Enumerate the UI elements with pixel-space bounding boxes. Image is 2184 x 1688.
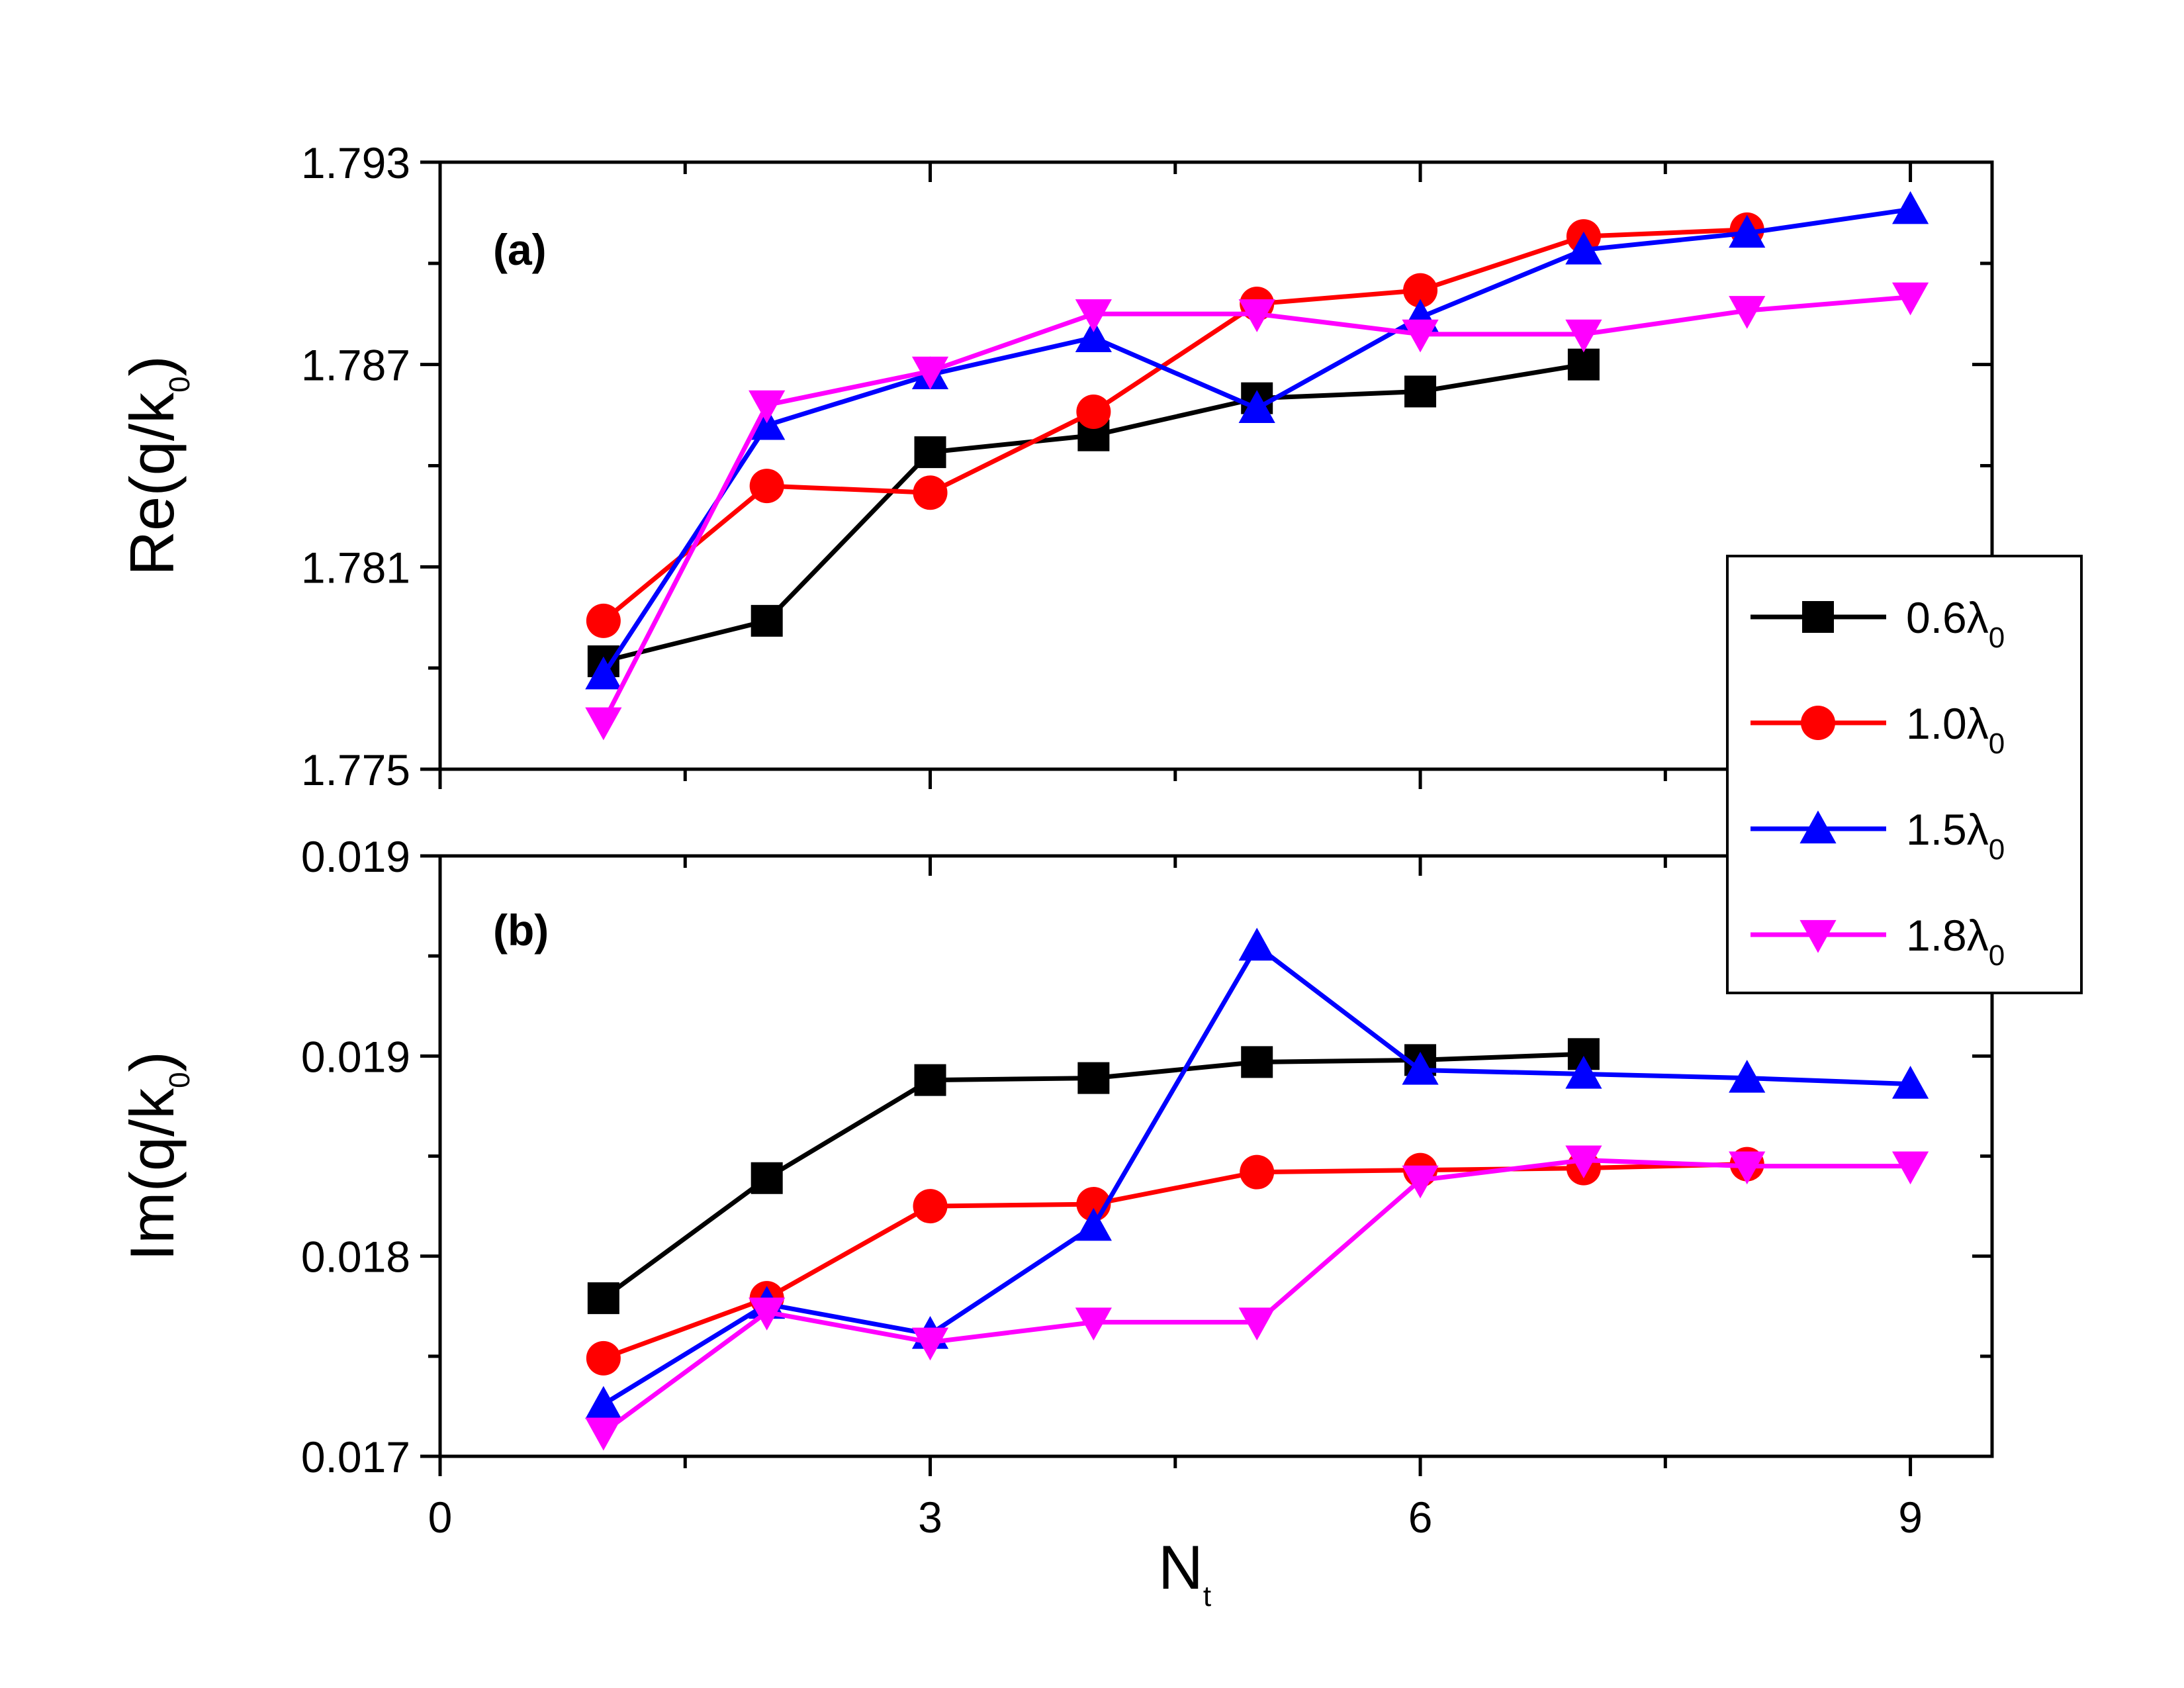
data-point [1075, 1207, 1112, 1241]
data-point [1729, 1151, 1766, 1185]
series-line [602, 1162, 1747, 1361]
data-point [1238, 927, 1275, 961]
data-point [749, 1297, 786, 1331]
panel-label: (b) [493, 906, 549, 955]
data-point [1729, 214, 1766, 248]
data-point [586, 1340, 621, 1376]
y-tick-label: 0.017 [301, 1432, 410, 1481]
data-point [1403, 273, 1438, 308]
data-point [1075, 1307, 1112, 1341]
legend-label: 1.0λ0 [1906, 699, 2005, 760]
x-tick-label: 6 [1408, 1493, 1433, 1542]
panel-label: (a) [493, 225, 547, 274]
x-axis-title: Nt [1158, 1532, 1211, 1613]
legend-marker [1801, 706, 1835, 740]
y-tick-label: 0.019 [301, 832, 410, 881]
data-point [1891, 282, 1929, 316]
y-tick-label: 1.781 [301, 543, 410, 592]
data-point [751, 604, 783, 637]
data-point [1238, 299, 1275, 332]
panel-a: 1.775 1.781 1.787 1.793 Re(q/k0) (a) [117, 138, 1994, 794]
data-point [585, 1385, 622, 1419]
data-point [585, 656, 622, 690]
data-point [1076, 394, 1111, 429]
data-point [911, 356, 949, 390]
data-point [1075, 299, 1112, 332]
data-point [1729, 296, 1766, 329]
data-point [1402, 1165, 1439, 1199]
data-point [585, 707, 622, 741]
series-line [602, 1158, 1911, 1434]
data-point [1891, 191, 1929, 224]
x-tick-label: 0 [428, 1493, 453, 1542]
data-point [1565, 1145, 1602, 1179]
data-point [1565, 1055, 1602, 1089]
data-point [751, 1162, 783, 1194]
data-point [914, 436, 946, 469]
series-line [602, 227, 1747, 623]
data-point [1891, 1066, 1929, 1099]
y-tick-label: 0.019 [301, 1032, 410, 1081]
data-point [1240, 1154, 1275, 1190]
data-point [749, 469, 784, 504]
y-axis-title: Im(q/k0) [117, 1051, 196, 1261]
y-tick-label: 1.787 [301, 341, 410, 390]
data-point [914, 1064, 946, 1096]
data-point [1241, 1046, 1273, 1078]
y-axis-title: Re(q/k0) [117, 355, 196, 576]
y-tick-label: 1.793 [301, 138, 410, 187]
panel-b: 0.017 0.018 0.019 0.019 0 3 6 9 Im(q/k0) (b) [117, 832, 1994, 1542]
series-line [601, 207, 1911, 677]
data-point [749, 390, 786, 424]
legend-label: 0.6λ0 [1906, 593, 2005, 654]
data-point [1891, 1151, 1929, 1185]
data-point [1404, 375, 1437, 408]
data-point [1075, 319, 1112, 352]
y-tick-label: 1.775 [301, 745, 410, 794]
legend-box [1726, 555, 2083, 994]
data-point [587, 1282, 619, 1315]
data-point [749, 406, 786, 440]
x-axis-label: Nt [1158, 1532, 1211, 1613]
legend: 0.6λ0 1.0λ0 1.5λ0 1.8λ0 [1726, 555, 2083, 994]
legend-label: 1.8λ0 [1906, 911, 2005, 972]
x-tick-label: 9 [1898, 1493, 1923, 1542]
data-point [1567, 348, 1600, 381]
x-tick-label: 3 [918, 1493, 942, 1542]
data-point [1402, 319, 1439, 353]
data-point [1565, 319, 1602, 353]
legend-marker [1802, 601, 1834, 633]
data-point [1238, 1307, 1275, 1341]
y-tick-label: 0.018 [301, 1233, 410, 1282]
data-point [585, 1417, 622, 1451]
series-line [601, 295, 1911, 724]
data-point [1729, 1059, 1766, 1093]
data-point [913, 475, 948, 510]
legend-marker [1799, 810, 1837, 844]
data-point [1077, 1062, 1110, 1094]
data-point [1402, 1051, 1439, 1085]
data-point [586, 603, 621, 638]
legend-marker [1799, 919, 1837, 953]
data-point [911, 1327, 949, 1361]
legend-label: 1.5λ0 [1906, 805, 2005, 866]
data-point [1565, 231, 1602, 265]
data-point [1238, 390, 1275, 423]
data-point [913, 1189, 948, 1224]
